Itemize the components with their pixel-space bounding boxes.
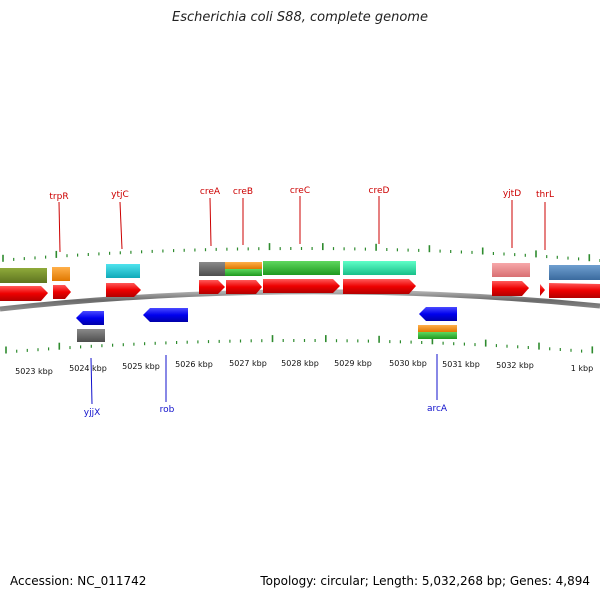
leader-ytjC bbox=[119, 201, 123, 250]
gene-arrow-forward bbox=[199, 280, 225, 294]
leader-trpR bbox=[58, 201, 61, 253]
gene-label-yjjX: yjjX bbox=[84, 408, 101, 418]
gene-labels-top: trpR ytjC creA creB creC creD yjtD thrL bbox=[49, 186, 554, 202]
gene-arrow-forward bbox=[226, 280, 262, 294]
feature-box-teal bbox=[343, 261, 416, 275]
feature-box-orange-creb bbox=[225, 262, 262, 269]
gene-label-arcA: arcA bbox=[427, 404, 448, 414]
gene-arrow-forward bbox=[492, 281, 529, 296]
gene-leader-lines bbox=[58, 196, 546, 405]
gene-arrow-forward bbox=[549, 283, 600, 298]
gene-label-yjtD: yjtD bbox=[503, 189, 521, 199]
leader-yjjX bbox=[90, 357, 93, 405]
outer-tick-row bbox=[2, 243, 600, 262]
kbp-label: 5030 kbp bbox=[389, 359, 427, 368]
kbp-label: 5026 kbp bbox=[175, 360, 213, 369]
feature-box-orange bbox=[52, 267, 70, 281]
kbp-label: 5025 kbp bbox=[122, 362, 160, 371]
gene-arrow-forward bbox=[106, 283, 141, 297]
feature-box-gray bbox=[199, 262, 225, 276]
feature-box-steel bbox=[549, 265, 600, 280]
kbp-scale-labels: 5023 kbp 5024 kbp 5025 kbp 5026 kbp 5027… bbox=[15, 359, 593, 376]
kbp-label: 5031 kbp bbox=[442, 360, 480, 369]
kbp-label: 5032 kbp bbox=[496, 361, 534, 370]
gene-arrow-reverse bbox=[76, 311, 104, 325]
gene-arrow-reverse bbox=[143, 308, 188, 322]
gene-label-creB: creB bbox=[233, 187, 253, 197]
topology-label: Topology: circular; Length: 5,032,268 bp… bbox=[260, 574, 590, 588]
feature-box-green-arca bbox=[418, 332, 457, 339]
gene-arrow-forward bbox=[53, 285, 71, 299]
gene-arrow-forward bbox=[540, 284, 545, 296]
feature-box-gray-yjjx bbox=[77, 329, 105, 342]
gene-label-thrL: thrL bbox=[536, 190, 554, 200]
accession-label: Accession: NC_011742 bbox=[10, 574, 147, 588]
kbp-label: 5028 kbp bbox=[281, 359, 319, 368]
gene-label-rob: rob bbox=[160, 405, 175, 415]
gene-label-creC: creC bbox=[290, 186, 310, 196]
kbp-label: 5023 kbp bbox=[15, 367, 53, 376]
gene-arrow-reverse bbox=[419, 307, 457, 321]
feature-box-green-crec bbox=[263, 261, 340, 275]
kbp-label: 5027 kbp bbox=[229, 359, 267, 368]
kbp-label: 1 kbp bbox=[571, 364, 593, 373]
feature-ring-cog bbox=[0, 261, 600, 283]
feature-box-pink bbox=[492, 263, 530, 277]
kbp-label: 5024 kbp bbox=[69, 364, 107, 373]
inner-tick-row bbox=[5, 335, 594, 354]
map-title: Escherichia coli S88, complete genome bbox=[172, 10, 428, 25]
feature-box-green-creb bbox=[225, 269, 262, 276]
feature-box-orange-arca bbox=[418, 325, 457, 332]
gene-label-creA: creA bbox=[200, 187, 221, 197]
feature-box-cyan bbox=[106, 264, 140, 278]
gene-labels-bottom: yjjX rob arcA bbox=[84, 404, 448, 418]
gene-arrow-forward bbox=[343, 279, 416, 294]
gene-arrow-forward bbox=[263, 279, 340, 293]
feature-ring-cog-reverse bbox=[77, 325, 457, 342]
gene-label-ytjC: ytjC bbox=[111, 190, 129, 200]
reverse-strand-genes bbox=[76, 307, 457, 325]
gene-arrow-forward bbox=[0, 286, 48, 301]
kbp-label: 5029 kbp bbox=[334, 359, 372, 368]
forward-strand-genes bbox=[0, 279, 600, 301]
gene-label-trpR: trpR bbox=[49, 192, 68, 202]
leader-creA bbox=[209, 197, 212, 247]
feature-box-olive bbox=[0, 268, 47, 283]
gene-label-creD: creD bbox=[369, 186, 390, 196]
